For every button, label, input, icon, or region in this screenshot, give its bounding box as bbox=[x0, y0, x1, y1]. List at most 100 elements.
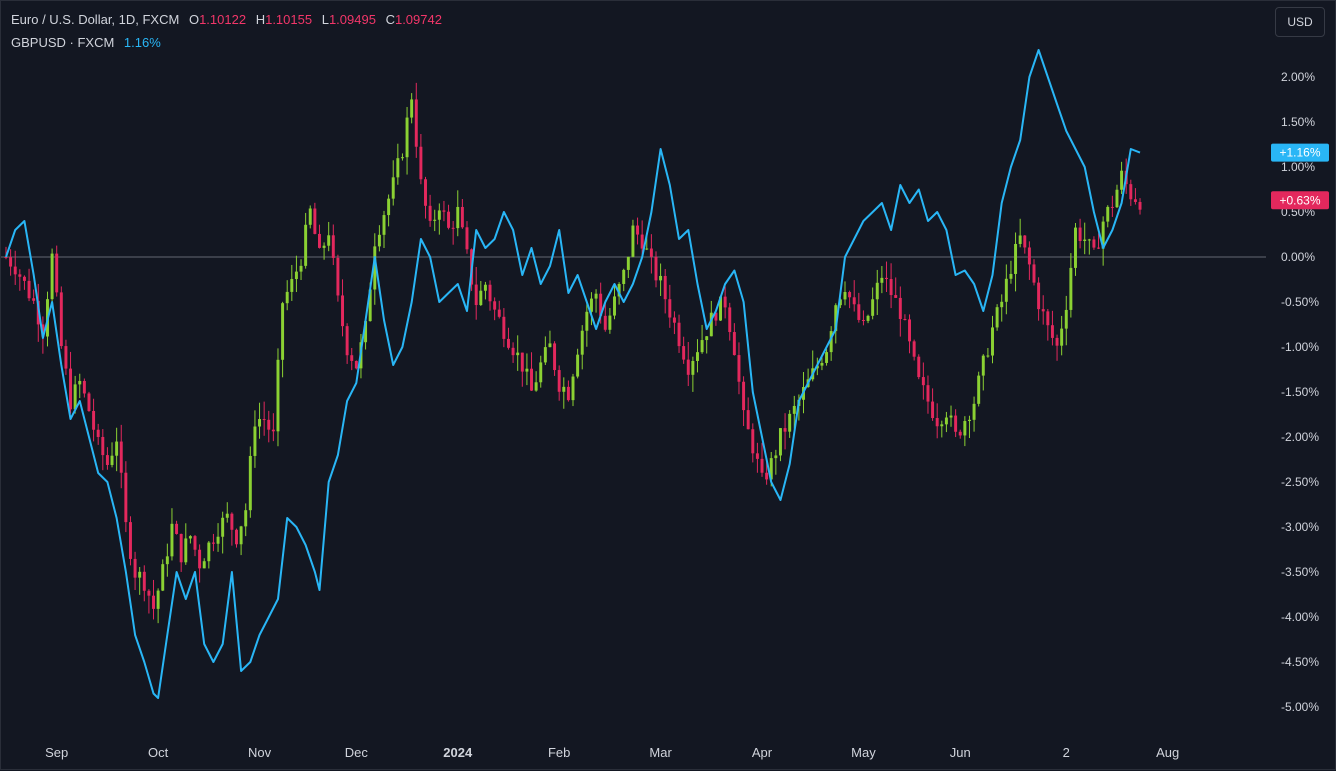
candle-body bbox=[506, 338, 510, 348]
candle-body bbox=[1129, 184, 1133, 200]
compare-symbol-label: GBPUSD · FXCM bbox=[11, 35, 115, 50]
candle-body bbox=[78, 380, 82, 385]
candle-body bbox=[631, 225, 635, 257]
candle-body bbox=[41, 324, 45, 337]
candle-body bbox=[502, 316, 506, 339]
candle-body bbox=[244, 510, 248, 527]
main-series-legend[interactable]: Euro / U.S. Dollar, 1D, FXCM O1.10122 H1… bbox=[11, 12, 442, 27]
candle-body bbox=[1041, 309, 1045, 312]
x-axis[interactable]: Sep Oct Nov Dec 2024 Feb Mar Apr May Jun 2 Aug bbox=[45, 745, 1179, 760]
candle-body bbox=[755, 453, 759, 459]
candle-body bbox=[525, 368, 529, 372]
candle-body bbox=[165, 556, 169, 565]
candle-body bbox=[1110, 206, 1114, 208]
candle-body bbox=[663, 275, 667, 300]
candle-body bbox=[4, 257, 8, 258]
candle-body bbox=[69, 368, 73, 410]
candle-body bbox=[419, 146, 423, 180]
x-tick-label: Jun bbox=[950, 745, 971, 760]
candle-body bbox=[834, 305, 838, 332]
candle-body bbox=[654, 256, 658, 281]
candle-body bbox=[576, 354, 580, 377]
candle-body bbox=[917, 356, 921, 378]
candle-body bbox=[50, 253, 54, 300]
candle-body bbox=[617, 283, 621, 297]
candle-body bbox=[1138, 201, 1142, 210]
candle-body bbox=[253, 426, 257, 456]
candle-body bbox=[723, 296, 727, 308]
compare-series-legend[interactable]: GBPUSD · FXCM 1.16% bbox=[11, 35, 161, 50]
x-tick-label: Feb bbox=[548, 745, 570, 760]
candle-body bbox=[995, 307, 999, 328]
y-axis[interactable]: 2.00%1.50%1.00%0.50%0.00%-0.50%-1.00%-1.… bbox=[1281, 70, 1319, 714]
x-tick-label: May bbox=[851, 745, 876, 760]
candle-body bbox=[903, 319, 907, 321]
candle-body bbox=[788, 413, 792, 432]
candle-body bbox=[848, 292, 852, 298]
candle-body bbox=[751, 429, 755, 454]
candle-body bbox=[672, 317, 676, 323]
candle-body bbox=[636, 225, 640, 235]
candle-body bbox=[258, 419, 262, 427]
candle-body bbox=[13, 266, 17, 275]
candle-body bbox=[488, 284, 492, 302]
candle-body bbox=[294, 271, 298, 280]
high-key: H bbox=[255, 12, 266, 27]
candle-body bbox=[912, 341, 916, 357]
candle-body bbox=[889, 279, 893, 296]
candle-body bbox=[276, 359, 280, 432]
compare-value: 1.16% bbox=[123, 35, 161, 50]
candle-body bbox=[963, 421, 967, 436]
eurusd-price-tag-label: +0.63% bbox=[1279, 193, 1320, 207]
candle-body bbox=[1055, 337, 1059, 346]
candle-body bbox=[225, 513, 229, 518]
candle-body bbox=[958, 431, 962, 436]
candle-body bbox=[479, 290, 483, 306]
currency-button[interactable]: USD bbox=[1275, 7, 1325, 37]
y-tick-label: 0.00% bbox=[1281, 250, 1315, 264]
y-tick-label: -2.50% bbox=[1281, 475, 1319, 489]
x-tick-label: Oct bbox=[148, 745, 169, 760]
low-key: L bbox=[321, 12, 329, 27]
candle-body bbox=[709, 312, 713, 337]
candle-body bbox=[972, 403, 976, 420]
candle-body bbox=[861, 319, 865, 321]
candle-body bbox=[967, 419, 971, 422]
candle-body bbox=[931, 401, 935, 419]
candle-body bbox=[124, 472, 128, 523]
candle-body bbox=[728, 307, 732, 333]
candle-body bbox=[1074, 227, 1077, 268]
candle-body bbox=[838, 299, 842, 306]
candle-body bbox=[1050, 325, 1054, 338]
candle-body bbox=[668, 299, 672, 318]
candle-body bbox=[543, 347, 547, 363]
candle-body bbox=[382, 215, 386, 235]
candle-body bbox=[193, 536, 197, 550]
candle-body bbox=[534, 382, 538, 391]
candle-body bbox=[387, 198, 391, 216]
candle-body bbox=[341, 295, 344, 327]
candle-body bbox=[391, 177, 395, 199]
candle-body bbox=[428, 205, 432, 221]
candle-body bbox=[760, 458, 764, 473]
candle-body bbox=[87, 393, 91, 411]
candle-body bbox=[465, 227, 469, 250]
y-tick-label: -1.00% bbox=[1281, 340, 1319, 354]
candle-body bbox=[1014, 243, 1018, 274]
candle-body bbox=[308, 208, 312, 225]
candle-body bbox=[474, 284, 478, 306]
candle-body bbox=[986, 355, 990, 357]
gbpusd-line bbox=[5, 49, 1141, 699]
candle-body bbox=[152, 595, 155, 609]
candle-body bbox=[539, 362, 543, 383]
candle-body bbox=[825, 352, 829, 363]
candle-body bbox=[437, 210, 441, 220]
candle-body bbox=[1078, 227, 1082, 241]
candle-body bbox=[562, 386, 566, 392]
candle-body bbox=[1087, 239, 1091, 241]
candle-body bbox=[230, 513, 234, 530]
candle-body bbox=[290, 279, 294, 292]
candle-body bbox=[940, 424, 944, 427]
candle-body bbox=[198, 549, 202, 569]
